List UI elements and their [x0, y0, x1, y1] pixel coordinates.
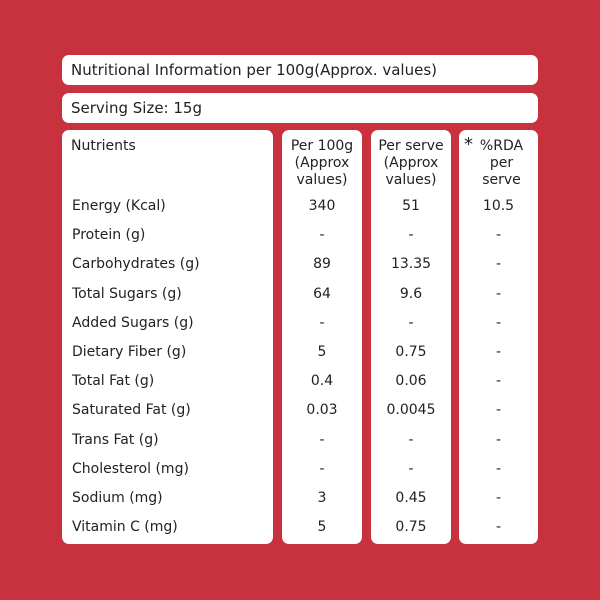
per-serve-value-cell: - — [408, 431, 414, 448]
per-serve-value-cell: 9.6 — [399, 285, 423, 302]
rda-value-cell: - — [495, 431, 502, 448]
nutrients-rows: Energy (Kcal) Protein (g) Carbohydrates (g… — [62, 192, 273, 542]
per-100g-value-cell: 5 — [317, 343, 327, 360]
per-100g-value-cell: 0.4 — [310, 373, 334, 390]
per-serve-value-cell: 0.0045 — [386, 402, 436, 419]
rda-value-cell: - — [495, 519, 502, 536]
nutrient-name-cell: Saturated Fat (g) — [72, 402, 191, 419]
per-100g-value-cell: 3 — [317, 489, 327, 506]
per-100g-value-cell: 89 — [313, 256, 331, 273]
per-serve-header: Per serve (Approx values) — [371, 138, 451, 189]
per-100g-header-line: values) — [296, 172, 348, 188]
per-100g-value-cell: 64 — [313, 285, 331, 302]
per-100g-header: Per 100g (Approx values) — [282, 138, 362, 189]
nutrient-name-cell: Cholesterol (mg) — [72, 460, 189, 477]
nutrient-name-cell: Trans Fat (g) — [72, 431, 159, 448]
nutrition-title-bar: Nutritional Information per 100g(Approx.… — [62, 55, 538, 85]
per-serve-rows: 51 - 13.35 9.6 - 0.75 0.06 0.0045 - - 0.45 0.75 — [371, 192, 451, 542]
per-serve-value-cell: 0.45 — [395, 489, 427, 506]
per-100g-header-line: Per 100g — [290, 138, 354, 154]
nutrient-name-cell: Dietary Fiber (g) — [72, 343, 187, 360]
rda-column: * %RDA per serve 10.5 - - - - - - - - - - - — [459, 130, 538, 544]
per-serve-value-cell: 51 — [402, 198, 420, 214]
nutrient-name-cell: Sodium (mg) — [72, 489, 163, 506]
rda-value-cell: 10.5 — [482, 198, 515, 214]
per-100g-value-cell: 0.03 — [306, 402, 338, 419]
nutrient-name-cell: Added Sugars (g) — [72, 314, 194, 331]
rda-value-cell: - — [495, 402, 502, 419]
rda-value-cell: - — [495, 314, 502, 331]
per-serve-value-cell: - — [408, 227, 414, 244]
rda-header-line: serve — [482, 172, 521, 188]
nutrients-header: Nutrients — [71, 138, 136, 154]
nutrient-name-cell: Protein (g) — [72, 227, 146, 244]
per-serve-value-cell: - — [408, 314, 414, 331]
nutrient-name-cell: Energy (Kcal) — [72, 198, 166, 214]
serving-size: Serving Size: 15g — [71, 99, 202, 117]
nutrient-name-cell: Vitamin C (mg) — [72, 519, 178, 536]
rda-rows: 10.5 - - - - - - - - - - - — [459, 192, 538, 542]
per-serve-column: Per serve (Approx values) 51 - 13.35 9.6 - 0.… — [371, 130, 451, 544]
rda-value-cell: - — [495, 343, 502, 360]
per-100g-rows: 340 - 89 64 - 5 0.4 0.03 - - 3 5 — [282, 192, 362, 542]
rda-header-line: %RDA — [479, 138, 524, 154]
per-serve-value-cell: - — [408, 460, 414, 477]
rda-value-cell: - — [495, 227, 502, 244]
per-serve-value-cell: 0.75 — [395, 519, 427, 536]
nutrition-title: Nutritional Information per 100g(Approx.… — [71, 61, 437, 79]
per-100g-value-cell: - — [319, 227, 325, 244]
serving-size-bar: Serving Size: 15g — [62, 93, 538, 123]
per-serve-value-cell: 0.06 — [395, 373, 427, 390]
per-serve-header-line: Per serve — [378, 138, 444, 154]
per-serve-value-cell: 13.35 — [390, 256, 432, 273]
per-serve-value-cell: 0.75 — [395, 343, 427, 360]
rda-value-cell: - — [495, 256, 502, 273]
per-100g-value-cell: - — [319, 431, 325, 448]
rda-header-line: per — [489, 155, 514, 171]
per-100g-value-cell: - — [319, 460, 325, 477]
per-100g-value-cell: - — [319, 314, 325, 331]
rda-value-cell: - — [495, 285, 502, 302]
per-serve-header-line: values) — [385, 172, 437, 188]
per-serve-header-line: (Approx — [383, 155, 439, 171]
rda-value-cell: - — [495, 373, 502, 390]
rda-value-cell: - — [495, 460, 502, 477]
nutrient-name-cell: Total Fat (g) — [72, 373, 155, 390]
per-100g-value-cell: 340 — [308, 198, 336, 214]
per-100g-value-cell: 5 — [317, 519, 327, 536]
rda-asterisk: * — [464, 134, 473, 155]
per-100g-header-line: (Approx — [294, 155, 350, 171]
nutrient-name-cell: Total Sugars (g) — [72, 285, 182, 302]
nutrients-column: Nutrients Energy (Kcal) Protein (g) Carboh… — [62, 130, 273, 544]
rda-value-cell: - — [495, 489, 502, 506]
rda-header: * %RDA per serve — [459, 134, 538, 189]
per-100g-column: Per 100g (Approx values) 340 - 89 64 - 5 0.4 0.… — [282, 130, 362, 544]
nutrient-name-cell: Carbohydrates (g) — [72, 256, 200, 273]
